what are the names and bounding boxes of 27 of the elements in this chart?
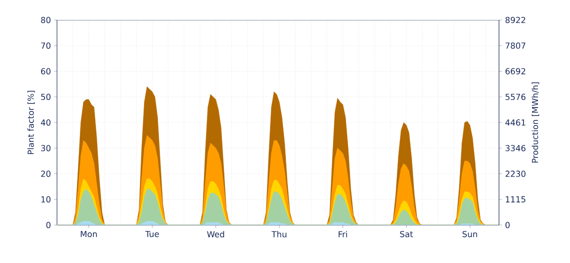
y2-tick-label: 4461 (505, 119, 526, 126)
x-tick-label: Wed (207, 230, 224, 238)
y2-tick-label: 8922 (506, 16, 526, 24)
y-tick-label: 70 (41, 42, 50, 49)
y2-tick-label: 3346 (506, 144, 526, 152)
y-tick-label: 0 (46, 222, 50, 228)
y-tick-label: 40 (40, 119, 50, 126)
x-tick-label: Fri (338, 230, 347, 238)
y-tick-label: 50 (41, 94, 50, 100)
y2-tick-label: 6692 (506, 68, 526, 74)
y2-axis-title: Production [MWh/h] (532, 82, 540, 163)
y-tick-label: 60 (41, 68, 50, 74)
x-tick-label: Sat (400, 230, 413, 238)
y2-tick-label: 2230 (506, 170, 526, 177)
y2-tick-label: 5576 (506, 94, 526, 100)
y2-tick-label: 0 (506, 222, 510, 228)
y-axis-title: Plant factor [%] (27, 90, 35, 154)
y-tick-label: 80 (41, 16, 50, 24)
x-tick-label: Mon (80, 230, 97, 238)
y2-tick-label: 1115 (506, 196, 526, 202)
x-tick-label: Sun (462, 230, 478, 238)
x-tick-label: Tue (145, 230, 159, 238)
x-tick-label: Thu (272, 230, 286, 238)
y-tick-label: 10 (41, 196, 50, 202)
y-tick-label: 30 (41, 144, 50, 152)
y-tick-label: 20 (41, 170, 50, 177)
y2-tick-label: 7807 (506, 42, 526, 49)
